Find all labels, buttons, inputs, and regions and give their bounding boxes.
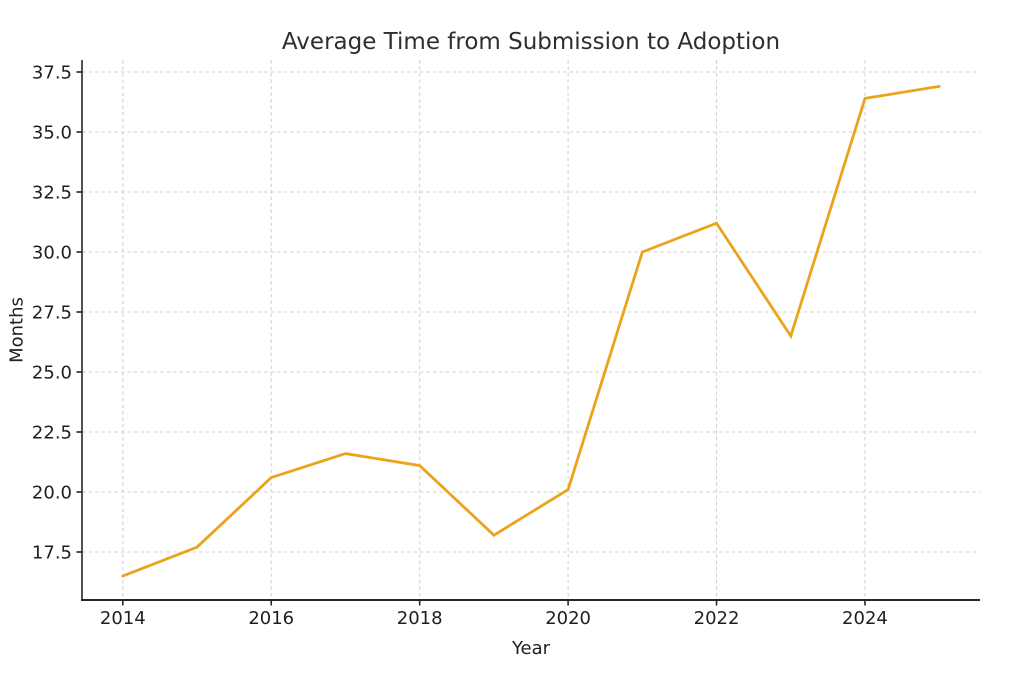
y-tick-label: 20.0 [32,483,72,504]
x-axis-label: Year [511,638,551,659]
x-tick-label: 2018 [397,608,443,629]
y-tick-label: 25.0 [32,363,72,384]
data-line-average-months [121,85,941,578]
chart-title: Average Time from Submission to Adoption [281,29,781,55]
y-tick-label: 27.5 [32,303,72,324]
x-tick-label: 2022 [694,608,740,629]
y-tick-label: 37.5 [32,63,72,84]
y-axis-label: Months [6,297,28,363]
x-tick-label: 2024 [842,608,888,629]
x-tick-label: 2014 [100,608,146,629]
y-tick-label: 22.5 [32,423,72,444]
y-tick-label: 32.5 [32,183,72,204]
x-tick-label: 2016 [248,608,294,629]
y-tick-label: 17.5 [32,543,72,564]
x-tick-label: 2020 [545,608,591,629]
y-tick-label: 35.0 [32,123,72,144]
y-tick-label: 30.0 [32,243,72,264]
